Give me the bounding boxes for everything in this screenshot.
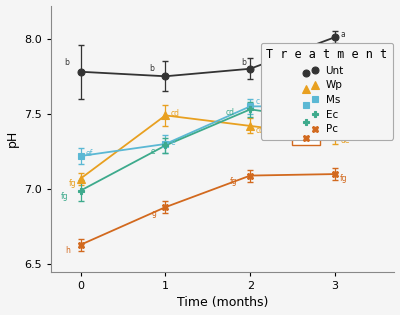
Text: fg: fg (61, 192, 69, 201)
Text: cd: cd (170, 109, 180, 118)
FancyBboxPatch shape (292, 98, 320, 112)
Legend: Unt, Wp, Ms, Ec, Pc: Unt, Wp, Ms, Ec, Pc (261, 43, 393, 140)
Text: fg: fg (230, 177, 238, 186)
Text: b: b (241, 58, 246, 67)
X-axis label: Time (months): Time (months) (177, 296, 268, 309)
Y-axis label: pH: pH (6, 130, 18, 147)
Text: fg: fg (69, 179, 76, 188)
Text: b: b (150, 64, 154, 73)
Text: e: e (151, 147, 155, 156)
Text: cde: cde (340, 120, 354, 129)
Text: a: a (340, 30, 345, 39)
FancyBboxPatch shape (292, 66, 320, 80)
Text: h: h (66, 246, 70, 255)
Text: cd: cd (226, 108, 235, 117)
Text: c: c (340, 99, 344, 108)
FancyBboxPatch shape (292, 115, 320, 129)
Text: e: e (170, 138, 175, 147)
FancyBboxPatch shape (292, 131, 320, 145)
Text: b: b (65, 58, 70, 67)
Text: fg: fg (340, 174, 348, 183)
Text: ef: ef (86, 148, 93, 158)
Text: de: de (340, 136, 350, 146)
FancyBboxPatch shape (292, 82, 321, 97)
Text: c: c (255, 97, 260, 106)
Text: cde: cde (255, 126, 269, 135)
Text: g: g (152, 209, 157, 218)
